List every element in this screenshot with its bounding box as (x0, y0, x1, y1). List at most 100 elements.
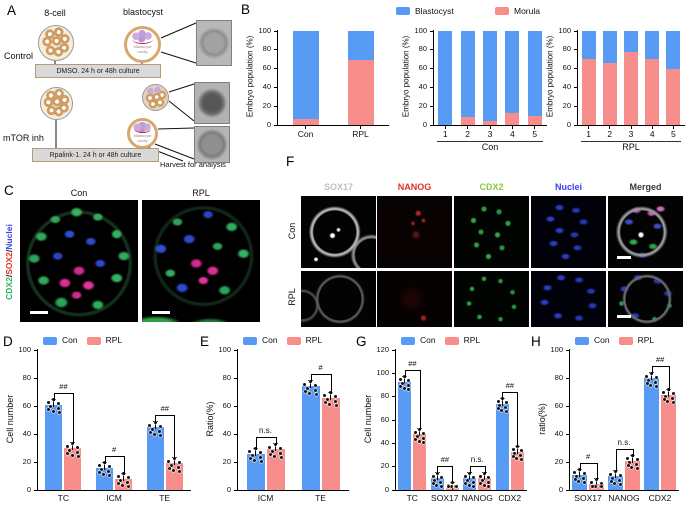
y-tick-mark (573, 68, 578, 70)
bar-morula (581, 59, 596, 125)
y-tick-label: 40 (22, 428, 31, 438)
sig-bracket-leg (123, 455, 125, 475)
panel-letter-g: G (356, 334, 367, 349)
data-point (448, 484, 452, 488)
sig-bracket-line (104, 455, 124, 457)
data-point (617, 478, 621, 482)
y-tick-mark (233, 377, 238, 379)
f-image-rpl-cdx2 (454, 271, 529, 327)
error-bar (404, 375, 406, 384)
data-point (303, 382, 307, 386)
data-point (325, 398, 329, 402)
y-tick-label: 20 (262, 100, 271, 110)
data-point (118, 479, 122, 483)
legend-swatch-blastocyst (396, 7, 410, 15)
y-tick-mark (233, 433, 238, 435)
error-bar (104, 461, 105, 470)
legend-item-blastocyst: Blastocyst (396, 6, 454, 16)
data-point (417, 439, 421, 443)
sig-bracket-line (255, 437, 276, 439)
data-point (666, 400, 670, 404)
group-label: RPL (622, 141, 640, 152)
data-point (65, 444, 69, 448)
data-point (435, 483, 439, 487)
data-point (116, 475, 120, 479)
sig-bracket-leg (651, 366, 653, 374)
scale-bar (152, 311, 170, 314)
label-con: Con (70, 188, 88, 198)
data-point (273, 454, 277, 458)
significance-label: ## (408, 358, 417, 368)
y-tick-label: 40 (562, 81, 571, 91)
data-point (167, 466, 171, 470)
column-label-sox17: SOX17 (323, 182, 354, 192)
data-point (671, 392, 675, 396)
data-point (152, 432, 156, 436)
significance-label: # (318, 363, 323, 373)
data-point (670, 397, 674, 401)
y-tick-mark (33, 377, 38, 379)
bar-rpl (64, 448, 82, 490)
error-bar (501, 397, 503, 406)
y-tick-label: 20 (222, 456, 231, 466)
data-point (66, 451, 70, 455)
data-point (454, 484, 458, 488)
y-tick-label: 20 (562, 100, 571, 110)
x-tick-mark (651, 126, 653, 130)
data-point (431, 481, 435, 485)
y-tick-mark (273, 124, 278, 126)
x-tick-label: TE (315, 493, 326, 503)
y-tick-label: 60 (562, 63, 571, 73)
data-point (99, 468, 103, 472)
y-tick-mark (391, 442, 396, 444)
y-tick-label: 60 (380, 414, 389, 424)
chart-cell-number-markers: Cell number 0 20 40 60 80 100 120 Con RPL TC ## SOX1… (356, 333, 531, 515)
chart-legend: Con RPL (401, 335, 484, 345)
data-point (635, 467, 639, 471)
x-tick-mark (360, 126, 361, 130)
f-image-con-nanog (377, 196, 452, 268)
y-tick-mark (391, 396, 396, 398)
y-tick-label: 80 (222, 372, 231, 382)
data-point (519, 458, 523, 461)
sig-bracket-leg (469, 466, 471, 475)
x-tick-label: TC (406, 493, 418, 503)
y-tick-label: 40 (222, 428, 231, 438)
y-axis (237, 349, 239, 491)
data-point (75, 450, 79, 454)
data-point (402, 387, 406, 390)
sig-bracket-line (310, 374, 331, 376)
data-point (76, 454, 80, 458)
legend-item-morula: Morula (495, 6, 540, 16)
data-point (414, 437, 418, 441)
f-image-rpl-nanog (377, 271, 452, 327)
chart-legend: Con RPL (575, 335, 658, 345)
data-point (158, 429, 162, 433)
data-point (248, 457, 252, 461)
x-tick-label: NANOG (461, 493, 493, 503)
bar-con (398, 381, 412, 490)
connector-line (160, 51, 197, 64)
chart-ratio-icm-te: Ratio(%) 0 20 40 60 80 100 Con RPL ICM n.s. TE # (198, 333, 355, 515)
data-point (148, 430, 152, 434)
legend-swatch (444, 336, 459, 345)
error-bar (632, 454, 633, 463)
sig-bracket-leg (419, 369, 421, 430)
y-tick-label: 80 (262, 44, 271, 54)
data-point (618, 473, 622, 477)
legend-swatch (286, 336, 301, 345)
error-bar (255, 447, 256, 456)
y-tick-mark (565, 377, 570, 379)
bar-blastocyst (527, 31, 542, 116)
y-tick-label: 20 (554, 456, 563, 466)
x-tick-label: 4 (649, 129, 655, 139)
data-point (464, 474, 468, 478)
brightfield-photo-rpl-morula (194, 82, 230, 124)
channel-axis-label: CDX2 / SOX2 / Nuclei (4, 206, 16, 318)
data-point (431, 474, 435, 478)
data-point (49, 405, 53, 409)
bar-con (495, 403, 509, 490)
y-tick-label: 100 (18, 344, 31, 354)
sig-bracket-leg (53, 392, 55, 401)
f-image-rpl-merged (608, 271, 683, 327)
